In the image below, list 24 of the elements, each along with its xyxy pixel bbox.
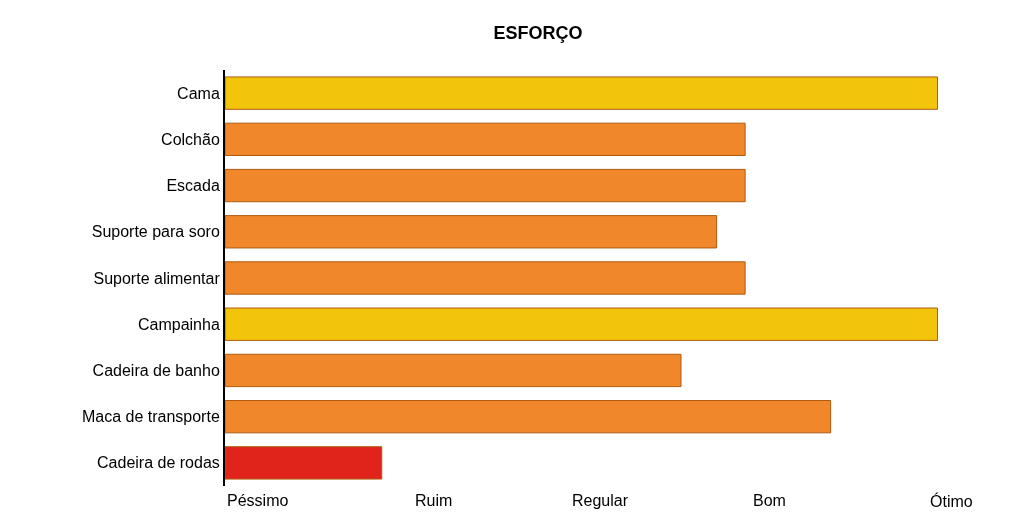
y-tick-label: Suporte alimentar: [93, 269, 221, 287]
y-tick-label: Campainha: [137, 315, 220, 333]
bar: [225, 353, 682, 388]
y-tick-label: Suporte para soro: [91, 223, 220, 241]
bar: [225, 168, 746, 203]
y-tick-label: Cadeira de rodas: [97, 454, 220, 472]
y-tick-label: Cama: [177, 84, 220, 102]
bar: [225, 446, 383, 480]
text: Péssimo: [227, 492, 289, 509]
y-tick-label: Maca de transporte: [81, 408, 220, 426]
text: Regular: [572, 492, 629, 509]
y-tick-label: Escada: [166, 177, 220, 195]
bar: [225, 307, 938, 341]
text: Ruim: [415, 492, 453, 509]
bar: [225, 122, 746, 157]
y-tick-label: Cadeira de banho: [92, 362, 220, 380]
bar: [225, 76, 938, 110]
bar: [225, 261, 746, 295]
bar: [225, 399, 832, 434]
chart-title: ESFORÇO: [493, 22, 583, 43]
y-tick-label: Colchão: [161, 130, 220, 148]
text: Ótimo: [930, 492, 973, 510]
bar: [225, 215, 718, 249]
text: Bom: [753, 492, 786, 509]
